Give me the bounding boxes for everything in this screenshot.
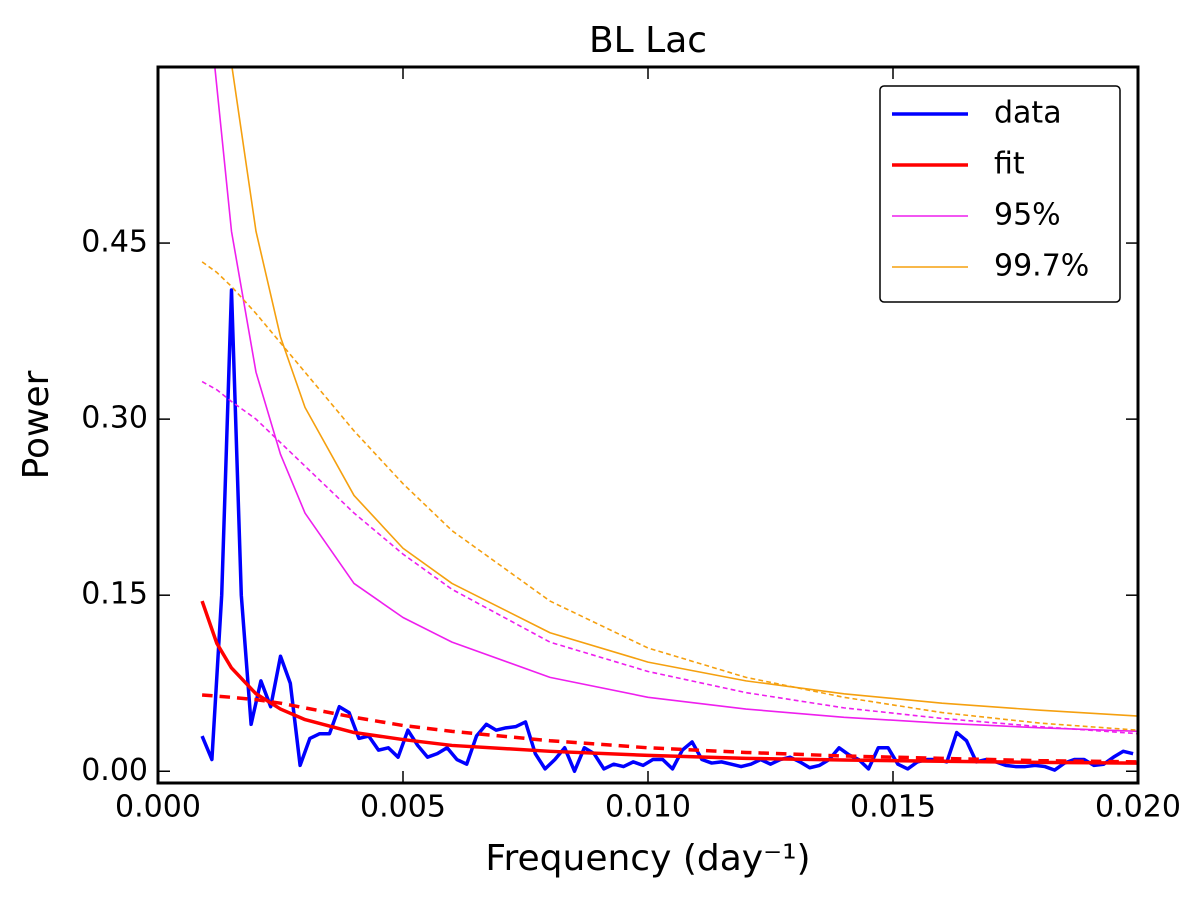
y-tick-label: 0.15 <box>81 577 148 612</box>
y-tick-label: 0.30 <box>81 401 148 436</box>
legend: data fit 95% 99.7% <box>879 85 1121 303</box>
legend-label: 95% <box>994 198 1061 233</box>
legend-label: data <box>994 96 1062 131</box>
legend-label: fit <box>994 147 1025 182</box>
x-axis-label: Frequency (day⁻¹) <box>485 838 810 879</box>
y-axis-label: Power <box>16 370 57 479</box>
legend-box <box>879 85 1121 303</box>
y-tick-label: 0.00 <box>81 753 148 788</box>
dashed-line <box>201 380 1138 735</box>
chart-title: BL Lac <box>589 20 707 61</box>
line <box>200 600 1138 765</box>
y-tick-label: 0.45 <box>81 225 148 260</box>
x-tick-label: 0.005 <box>360 790 446 825</box>
x-tick-label: 0.015 <box>850 790 936 825</box>
x-tick-label: 0.020 <box>1095 790 1181 825</box>
dashed-line <box>201 261 1138 731</box>
x-tick-label: 0.010 <box>605 790 691 825</box>
dashed-line <box>201 693 1138 764</box>
x-tick-label: 0.000 <box>115 790 201 825</box>
legend-label: 99.7% <box>994 249 1089 284</box>
plot-frame <box>156 65 1140 785</box>
line <box>214 67 1138 733</box>
